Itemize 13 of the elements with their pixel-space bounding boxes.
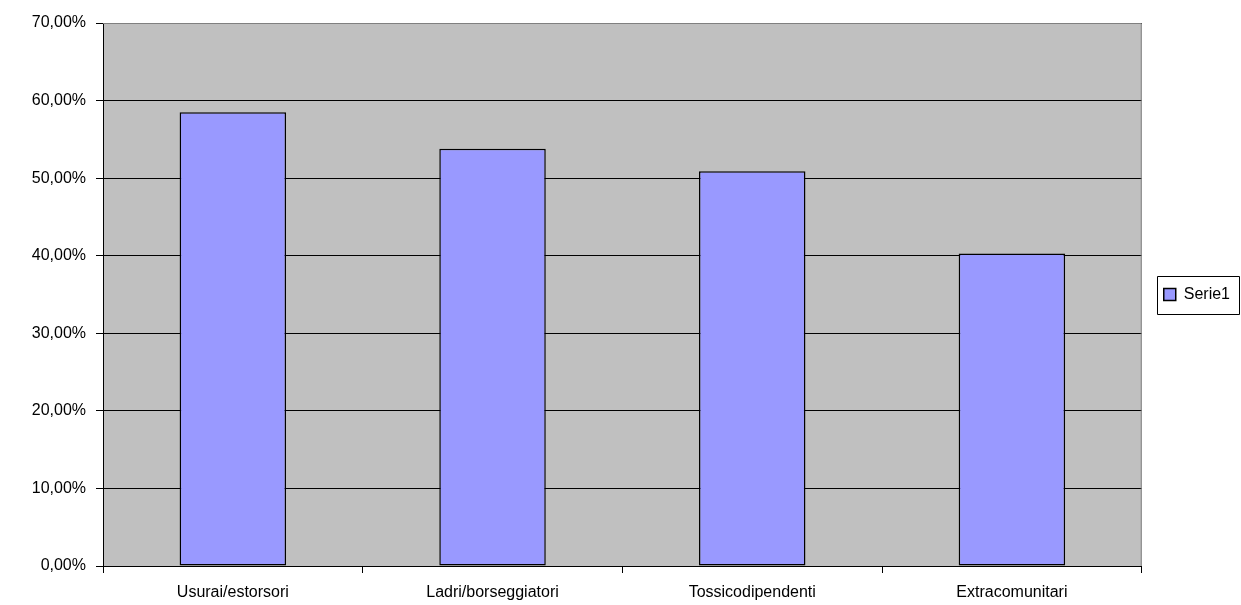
y-tick-label: 10,00% [31,478,86,496]
y-tick-label: 0,00% [40,556,86,574]
y-tick-label: 40,00% [31,246,86,264]
y-tick-label: 60,00% [31,90,86,108]
y-tick-label: 20,00% [31,401,86,419]
y-tick-label: 30,00% [31,323,86,341]
x-tick-label: Ladri/borseggiatori [426,583,559,601]
x-tick-label: Extracomunitari [956,583,1068,601]
x-tick-label: Usurai/estorsori [176,583,289,601]
legend-label: Serie1 [1183,284,1231,302]
y-tick-label: 70,00% [31,13,86,31]
x-tick-label: Tossicodipendenti [688,583,816,601]
y-tick-label: 50,00% [31,168,86,186]
